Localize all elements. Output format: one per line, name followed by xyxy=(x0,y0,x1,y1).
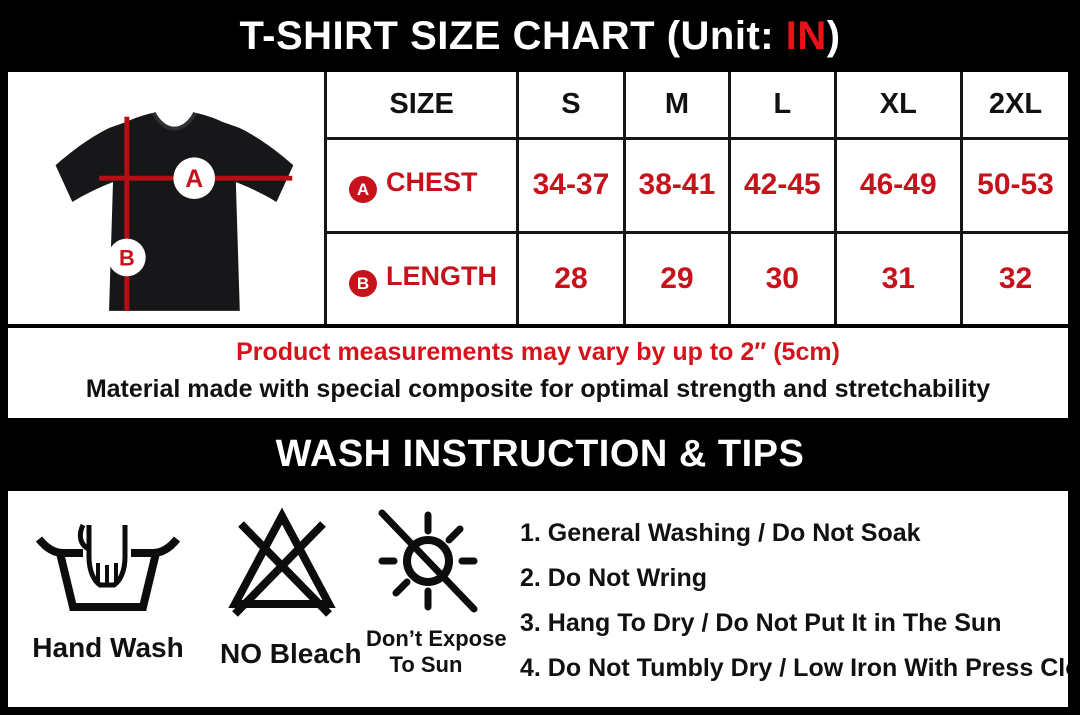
wash-heading: WASH INSTRUCTION & TIPS xyxy=(275,433,805,475)
size-chart-section: A B SIZE S M L XL 2XL A CHEST xyxy=(8,70,1070,326)
marker-b-circle xyxy=(108,238,146,277)
length-row-label-cell: B LENGTH xyxy=(325,230,520,326)
chest-value-m: 38-41 xyxy=(622,136,732,234)
badge-b: B xyxy=(349,270,377,297)
wash-tip-1: 1. General Washing / Do Not Soak xyxy=(520,519,921,547)
page-title-main: T-SHIRT SIZE CHART (Unit: xyxy=(239,13,786,58)
no-bleach-group: NO Bleach xyxy=(220,507,362,670)
chest-value-2xl: 50-53 xyxy=(960,136,1070,234)
size-table: SIZE S M L XL 2XL A CHEST 34-37 38-41 42-… xyxy=(325,70,1070,326)
length-value-xl: 31 xyxy=(833,230,964,326)
tshirt-measurement-illustration: A B xyxy=(55,111,294,311)
table-row-length: B LENGTH 28 29 30 31 32 xyxy=(325,230,1070,326)
no-sun-label-line2: To Sun xyxy=(389,652,463,677)
page-title-unit: IN xyxy=(785,13,827,58)
page-title-close: ) xyxy=(826,13,841,58)
no-sun-group: Don’t Expose To Sun xyxy=(366,503,507,678)
title-bar: T-SHIRT SIZE CHART (Unit: IN) xyxy=(0,0,1080,72)
col-header-2xl: 2XL xyxy=(960,70,1070,140)
table-row-chest: A CHEST 34-37 38-41 42-45 46-49 50-53 xyxy=(325,136,1070,234)
length-value-s: 28 xyxy=(516,230,626,326)
tolerance-note: Product measurements may vary by up to 2… xyxy=(236,338,840,366)
no-sun-icon xyxy=(378,509,478,613)
col-header-m: M xyxy=(622,70,732,140)
chest-row-label: CHEST xyxy=(386,166,478,197)
marker-a-label: A xyxy=(185,166,203,193)
chest-row-label-cell: A CHEST xyxy=(325,136,520,234)
wash-tip-4: 4. Do Not Tumbly Dry / Low Iron With Pre… xyxy=(520,654,1068,682)
chest-value-s: 34-37 xyxy=(516,136,626,234)
marker-b-label: B xyxy=(119,245,135,270)
col-header-xl: XL xyxy=(833,70,964,140)
chest-value-xl: 46-49 xyxy=(833,136,964,234)
wash-heading-bar: WASH INSTRUCTION & TIPS xyxy=(0,418,1080,491)
col-header-l: L xyxy=(728,70,837,140)
tshirt-silhouette xyxy=(55,112,294,311)
col-header-s: S xyxy=(516,70,626,140)
length-value-l: 30 xyxy=(728,230,837,326)
length-row-label: LENGTH xyxy=(386,260,497,291)
no-bleach-icon xyxy=(228,507,336,617)
hand-wash-group: Hand Wash xyxy=(28,513,188,664)
no-sun-label-line1: Don’t Expose xyxy=(366,626,507,651)
col-header-size: SIZE xyxy=(325,70,520,140)
no-bleach-label: NO Bleach xyxy=(220,638,362,669)
chest-value-l: 42-45 xyxy=(728,136,837,234)
material-note: Material made with special composite for… xyxy=(85,375,991,403)
marker-a-circle xyxy=(173,157,216,199)
length-value-2xl: 32 xyxy=(960,230,1070,326)
hand-wash-icon xyxy=(35,523,181,611)
wash-tip-2: 2. Do Not Wring xyxy=(520,564,708,592)
badge-a: A xyxy=(349,176,377,204)
page-title: T-SHIRT SIZE CHART (Unit: IN) xyxy=(239,14,840,59)
wash-tip-3: 3. Hang To Dry / Do Not Put It in The Su… xyxy=(520,609,1002,637)
measurement-notes: Product measurements may vary by up to 2… xyxy=(8,324,1068,418)
hand-wash-label: Hand Wash xyxy=(32,632,184,663)
length-value-m: 29 xyxy=(622,230,732,326)
no-sun-label: Don’t Expose To Sun xyxy=(366,626,507,678)
size-table-header-row: SIZE S M L XL 2XL xyxy=(325,70,1070,140)
tshirt-diagram: A B xyxy=(8,72,327,324)
wash-tips-list: 1. General Washing / Do Not Soak 2. Do N… xyxy=(520,511,1068,691)
tshirt-collar xyxy=(151,111,197,131)
wash-section: Hand Wash NO Bleach Don’t Expo xyxy=(8,491,1068,707)
